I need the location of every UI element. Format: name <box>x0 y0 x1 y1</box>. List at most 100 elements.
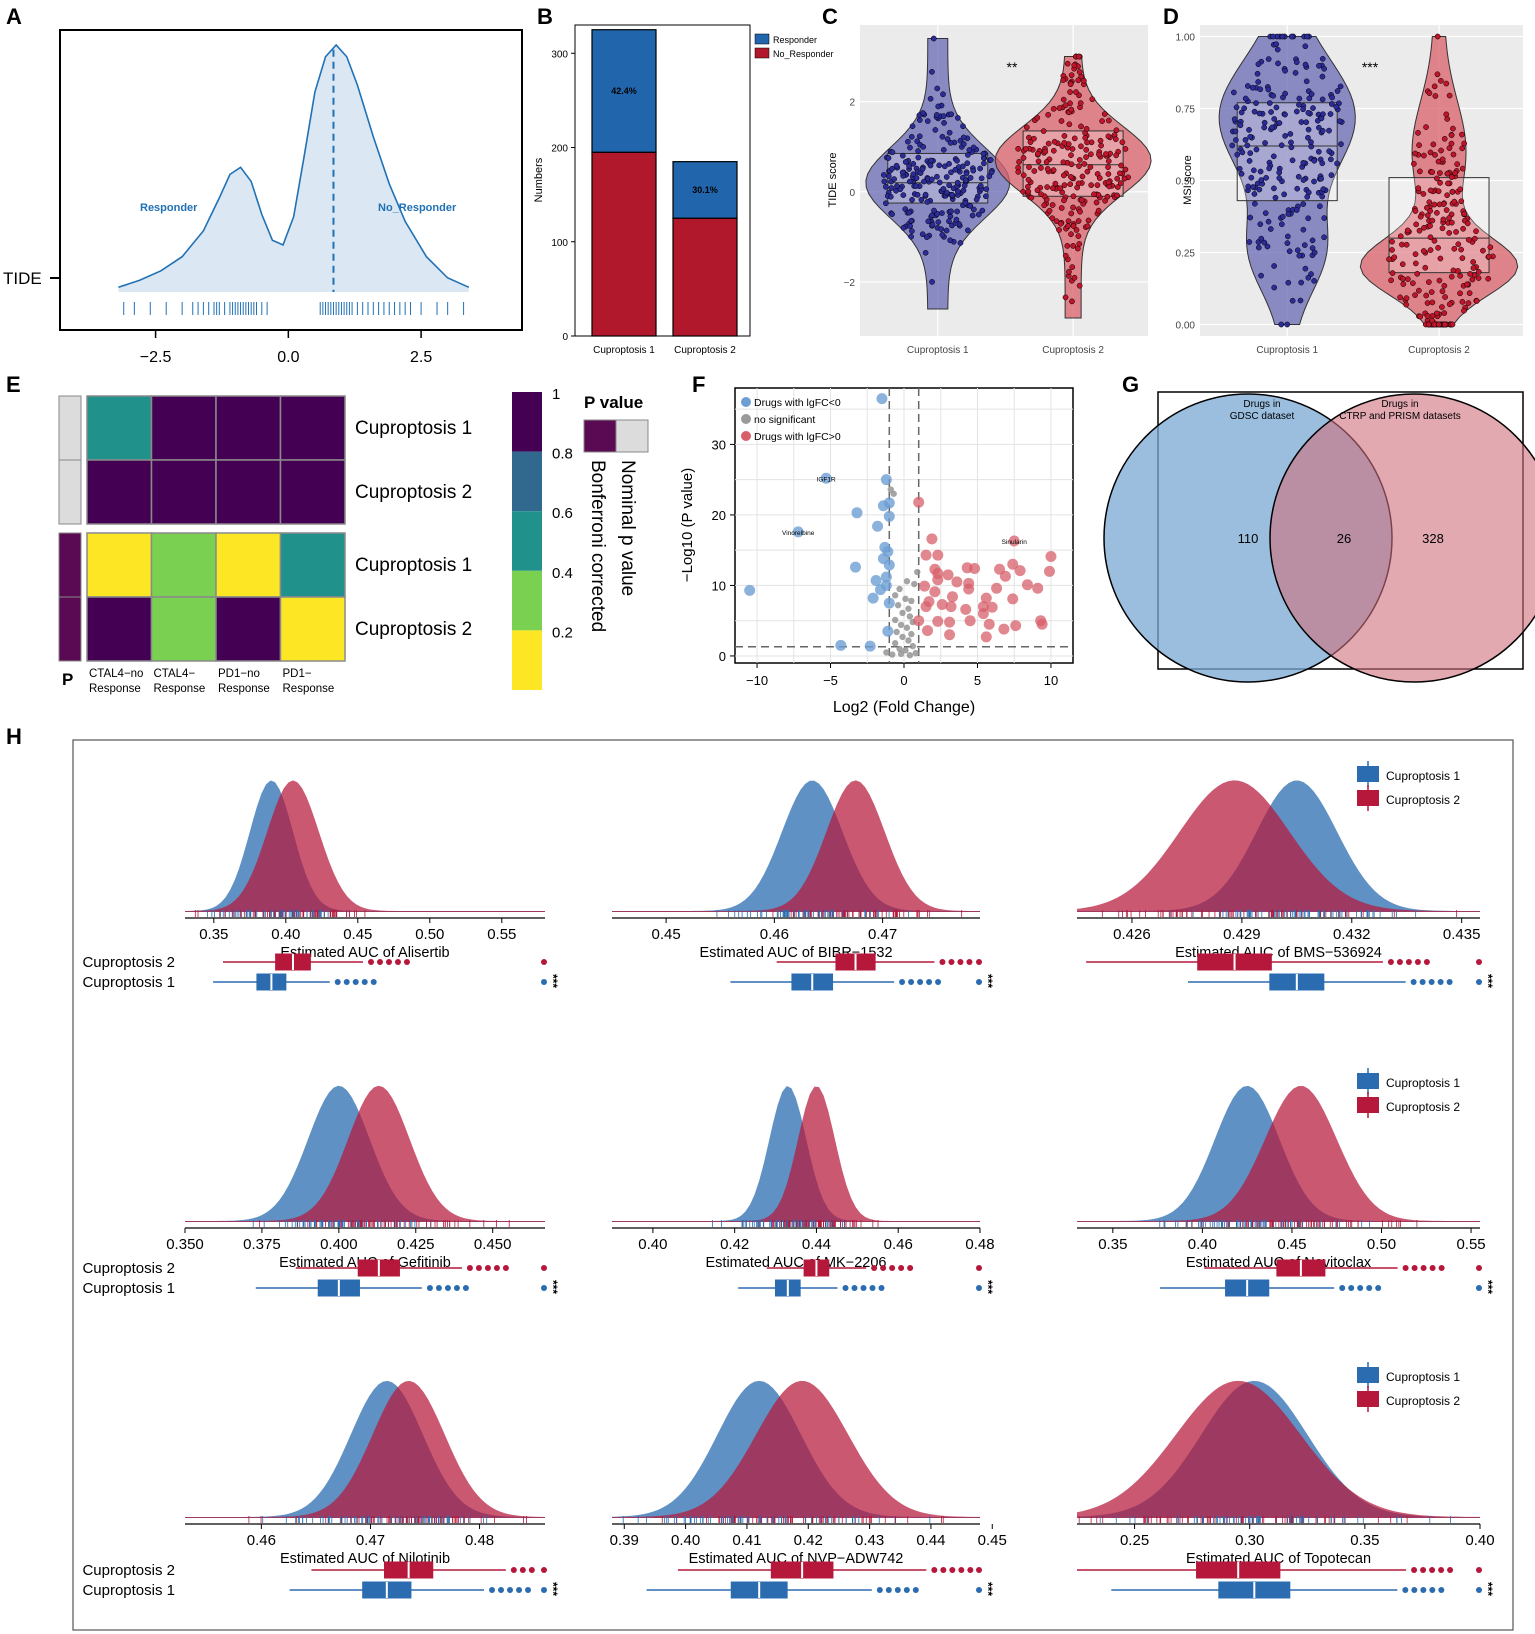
point-pos <box>980 631 992 643</box>
panel-d: 0.000.250.500.751.00 Cuproptosis 1 Cuprop… <box>1176 25 1523 356</box>
data-point <box>1334 88 1341 94</box>
data-point <box>954 115 961 121</box>
data-point <box>1458 246 1464 253</box>
data-point <box>885 173 892 180</box>
x-tick-label: 0.45 <box>343 926 372 943</box>
outlier <box>1429 1567 1436 1573</box>
data-point <box>1022 146 1029 152</box>
data-point <box>1422 264 1429 271</box>
outlier <box>444 1285 451 1291</box>
density-cuproptosis-2 <box>612 1086 980 1222</box>
data-point <box>943 174 950 180</box>
data-point <box>907 223 913 229</box>
data-point <box>1056 227 1062 233</box>
outlier <box>1476 1567 1482 1573</box>
data-point <box>1281 191 1287 198</box>
data-point <box>1311 277 1317 284</box>
heatmap-cell <box>150 395 217 461</box>
data-point <box>1097 137 1104 144</box>
legend-bonferroni-swatch <box>583 419 617 453</box>
density-cuproptosis-2 <box>185 1380 545 1518</box>
data-point <box>910 171 917 178</box>
legend-noresponder-swatch <box>754 47 770 59</box>
data-point <box>1475 269 1482 275</box>
data-point <box>1049 215 1056 222</box>
x-tick-label: 0.46 <box>884 1236 913 1253</box>
data-point <box>1420 248 1427 254</box>
density-cuproptosis-1 <box>612 780 980 912</box>
point-pos <box>1021 579 1033 591</box>
data-point <box>1058 205 1065 211</box>
data-point <box>1416 142 1422 148</box>
outlier <box>1476 1285 1482 1291</box>
outlier <box>541 959 547 965</box>
data-point <box>1388 277 1394 284</box>
legend-label-c2: Cuproptosis 2 <box>1386 1100 1460 1114</box>
data-point <box>915 154 922 161</box>
data-point <box>940 146 947 153</box>
legend-label-c1: Cuproptosis 1 <box>1386 1370 1460 1384</box>
data-point <box>1440 216 1447 223</box>
data-point <box>1271 263 1277 269</box>
heatmap-cell <box>86 532 153 598</box>
outlier <box>541 979 547 985</box>
data-point <box>948 111 955 118</box>
data-point <box>919 231 926 238</box>
data-point <box>1031 168 1038 174</box>
data-point <box>1473 298 1480 304</box>
point-ns <box>896 645 903 653</box>
data-point <box>1295 173 1302 180</box>
x-tick-label: 0.400 <box>320 1236 358 1253</box>
colorbar-segment <box>512 630 542 690</box>
data-point <box>1279 221 1285 228</box>
data-point <box>940 91 946 98</box>
data-point <box>1438 147 1444 154</box>
data-point <box>1446 92 1453 99</box>
point-ns <box>896 585 903 593</box>
data-point <box>1251 167 1257 174</box>
column-label-line1: CTAL4− <box>154 668 196 680</box>
data-point <box>979 207 986 214</box>
point-pos <box>913 615 925 627</box>
data-point <box>944 136 951 142</box>
data-point <box>1068 152 1074 159</box>
data-point <box>1245 183 1252 190</box>
data-point <box>1327 111 1334 117</box>
point-ns <box>903 624 911 631</box>
data-point <box>1078 197 1085 203</box>
data-point <box>1026 164 1032 170</box>
data-point <box>1338 141 1344 147</box>
bar-no-responder <box>672 217 738 337</box>
legend-pos-dot <box>741 431 751 441</box>
data-point <box>1069 298 1075 305</box>
data-point <box>939 133 946 140</box>
data-point <box>1439 304 1445 310</box>
data-point <box>1399 241 1405 248</box>
data-point <box>1471 235 1478 242</box>
data-point <box>1298 119 1305 125</box>
x-tick-label: Cuproptosis 2 <box>674 345 736 356</box>
data-point <box>1300 201 1307 207</box>
data-point <box>1067 181 1074 188</box>
outlier <box>361 979 368 985</box>
data-point <box>1071 135 1078 142</box>
x-axis-title: Estimated AUC of MK−2206 <box>706 1255 887 1271</box>
data-point <box>1028 194 1035 201</box>
y-tick-label: 30 <box>712 437 726 452</box>
data-point <box>1285 279 1292 286</box>
point-pos <box>1007 593 1019 605</box>
data-point <box>1457 290 1463 297</box>
data-point <box>988 169 995 176</box>
point-ns <box>908 597 915 605</box>
outlier <box>1411 1587 1418 1593</box>
x-tick-label: 0.48 <box>965 1236 994 1253</box>
data-point <box>1443 111 1450 118</box>
venn-label-b-line1: Drugs in <box>1381 399 1418 410</box>
data-point <box>1319 55 1326 62</box>
density-cuproptosis-1 <box>185 1380 545 1518</box>
data-point <box>940 113 947 119</box>
data-point <box>1288 33 1295 40</box>
legend-neg-label: Drugs with lgFC<0 <box>754 397 841 409</box>
outlier <box>502 1265 509 1271</box>
